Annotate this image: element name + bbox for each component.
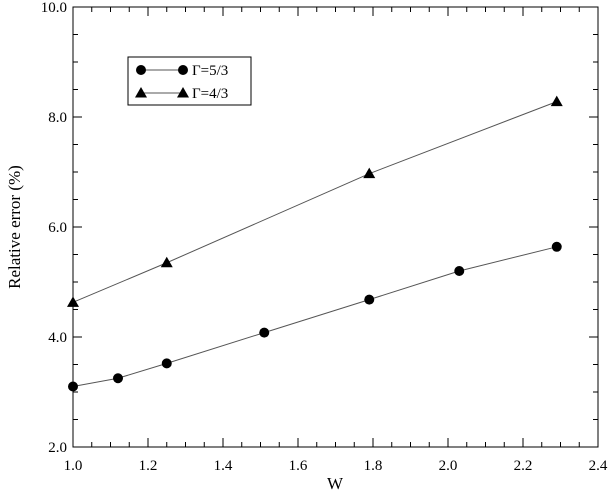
data-point-circle	[259, 327, 270, 338]
series-layer	[67, 95, 563, 392]
legend-label: Γ=4/3	[192, 86, 228, 102]
legend: Γ=5/3 Γ=4/3	[127, 56, 252, 106]
x-tick-label: 1.4	[214, 458, 233, 474]
data-point-circle	[113, 373, 123, 384]
data-point-circle	[551, 241, 562, 252]
axis-ticks	[72, 6, 599, 448]
data-point-triangle	[363, 167, 376, 179]
x-tick-label: 2.2	[514, 458, 533, 474]
data-point-triangle	[160, 256, 173, 268]
x-tick-label: 1.2	[139, 458, 158, 474]
series-line	[72, 246, 557, 387]
x-tick-label: 2.0	[439, 458, 458, 474]
x-tick-label: 1.0	[64, 458, 83, 474]
series-circle	[68, 241, 562, 392]
y-tick-label: 2.0	[48, 440, 67, 456]
x-tick-label: 2.4	[589, 458, 608, 474]
y-tick-label: 8.0	[48, 110, 67, 126]
x-axis-title: W	[327, 474, 344, 493]
data-point-circle	[68, 381, 78, 392]
y-tick-label: 4.0	[48, 330, 67, 346]
data-point-triangle	[67, 296, 79, 307]
x-tick-label: 1.8	[364, 458, 383, 474]
x-tick-labels: 1.0 1.2 1.4 1.6 1.8 2.0 2.2 2.4	[64, 458, 608, 474]
y-tick-label: 6.0	[48, 220, 67, 236]
y-tick-labels: 2.0 4.0 6.0 8.0 10.0	[41, 0, 67, 456]
data-point-circle	[454, 266, 465, 276]
data-point-circle	[364, 294, 375, 305]
legend-marker-right	[177, 87, 189, 98]
legend-entry: Γ=5/3	[136, 63, 228, 79]
y-tick-label: 10.0	[41, 0, 67, 16]
series-line	[72, 101, 557, 303]
data-point-triangle	[550, 95, 563, 107]
legend-marker-right	[178, 65, 188, 75]
legend-marker-left	[136, 65, 146, 75]
legend-entry: Γ=4/3	[135, 86, 228, 102]
series-triangle	[67, 95, 563, 307]
legend-marker-left	[135, 87, 147, 98]
legend-label: Γ=5/3	[192, 63, 228, 79]
data-point-circle	[161, 358, 172, 369]
x-tick-label: 1.6	[289, 458, 308, 474]
legend-box	[127, 56, 252, 106]
y-axis-title: Relative error (%)	[5, 165, 24, 289]
